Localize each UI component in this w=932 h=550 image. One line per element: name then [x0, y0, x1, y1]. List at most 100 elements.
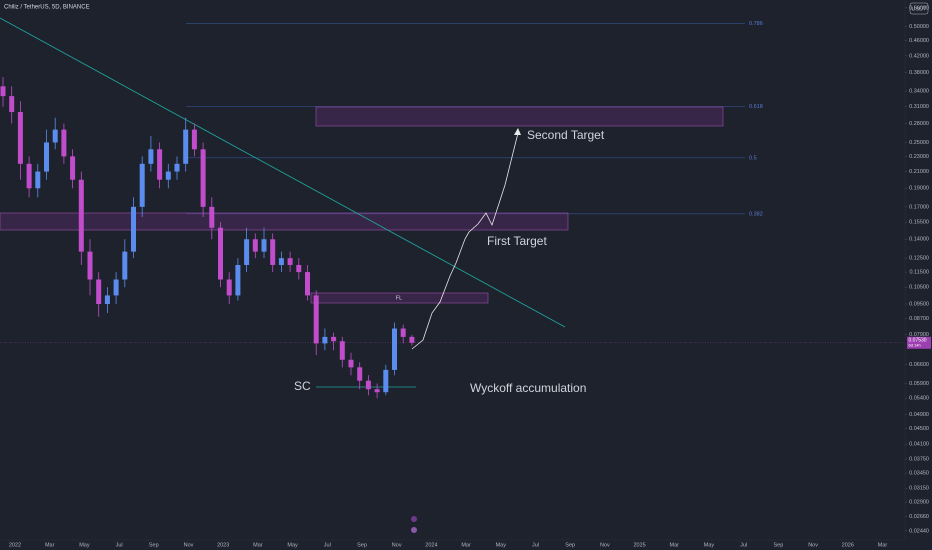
- y-tick-label: 0.56000: [909, 5, 929, 11]
- fib-level-label: 0.786: [749, 21, 763, 27]
- y-tick-label: 0.05900: [909, 381, 929, 387]
- candle-body: [35, 171, 41, 189]
- candle-body: [9, 96, 15, 113]
- y-tick-label: 0.15500: [909, 220, 929, 226]
- x-tick-label: Mar: [878, 542, 888, 548]
- candle-body: [348, 359, 354, 368]
- candle-body: [157, 149, 163, 180]
- candle-body: [226, 279, 232, 296]
- candle-body: [392, 328, 397, 370]
- candle-body: [278, 258, 284, 265]
- y-tick-label: 0.04900: [909, 412, 929, 418]
- x-tick-label: 2023: [217, 542, 229, 548]
- candle-body: [131, 206, 136, 252]
- currency-label[interactable]: USDT: [912, 6, 928, 12]
- y-tick-label: 0.21000: [909, 169, 929, 175]
- candle-body: [78, 179, 84, 252]
- candle-body: [0, 86, 6, 97]
- y-tick-label: 0.17000: [909, 204, 929, 210]
- candle-body: [287, 258, 293, 265]
- candles: [0, 77, 415, 399]
- x-tick-label: Nov: [184, 542, 194, 548]
- y-tick-label: 0.03750: [909, 457, 929, 463]
- candle-body: [235, 264, 241, 296]
- candle-body: [296, 264, 302, 273]
- last-price-label: 0.07530: [909, 338, 927, 344]
- candle-body: [191, 129, 197, 150]
- candle-body: [174, 163, 180, 172]
- candle-body: [113, 279, 119, 296]
- y-tick-label: 0.11500: [910, 270, 929, 276]
- y-tick-label: 0.04100: [909, 442, 929, 448]
- x-tick-label: Mar: [461, 542, 471, 548]
- x-tick-label: Mar: [45, 542, 55, 548]
- countdown-label: 6d 14h: [909, 343, 921, 348]
- event-icon[interactable]: [411, 527, 417, 533]
- x-tick-label: Jul: [532, 542, 539, 548]
- candle-body: [218, 227, 223, 280]
- x-tick-label: May: [79, 542, 90, 548]
- x-tick-label: Nov: [600, 542, 610, 548]
- candle-body: [357, 367, 363, 381]
- y-tick-label: 0.50000: [909, 24, 929, 30]
- first-target-label: First Target: [487, 234, 547, 248]
- candle-body: [61, 129, 67, 157]
- candle-body: [322, 336, 328, 344]
- x-tick-label: May: [287, 542, 298, 548]
- fib-level-label: 0.618: [749, 104, 763, 110]
- x-tick-label: Mar: [670, 542, 680, 548]
- y-tick-label: 0.03150: [909, 486, 929, 492]
- candle-body: [209, 206, 215, 228]
- y-tick-label: 0.34000: [909, 89, 929, 95]
- y-tick-label: 0.06600: [909, 362, 929, 368]
- x-tick-label: May: [704, 542, 715, 548]
- wyckoff-label: Wyckoff accumulation: [470, 381, 586, 395]
- y-tick-label: 0.02440: [909, 528, 929, 534]
- candle-body: [374, 389, 380, 393]
- x-tick-label: 2026: [842, 542, 854, 548]
- currency-box[interactable]: [909, 2, 929, 15]
- x-tick-label: 2025: [633, 542, 645, 548]
- x-tick-label: 2024: [425, 542, 437, 548]
- candle-body: [26, 163, 32, 189]
- candle-body: [409, 336, 415, 343]
- candle-body: [252, 239, 258, 252]
- candle-body: [305, 272, 310, 296]
- y-tick-label: 0.46000: [909, 38, 929, 44]
- candle-body: [139, 163, 145, 207]
- axis-labels: 0.56000 0.50000 0.46000 0.42000 0.38000 0.340…: [9, 5, 931, 548]
- candle-body: [44, 142, 49, 172]
- y-tick-label: 0.08700: [909, 316, 929, 322]
- candle-body: [400, 328, 406, 337]
- y-tick-label: 0.38000: [909, 70, 929, 76]
- y-tick-label: 0.05400: [909, 396, 929, 402]
- y-tick-label: 0.02660: [909, 514, 929, 520]
- candle-body: [96, 279, 102, 304]
- trend-line: [0, 17, 566, 328]
- x-tick-label: Sep: [774, 542, 784, 548]
- y-tick-label: 0.23000: [909, 154, 929, 160]
- grid: 0.786 0.618 0.5 0.382: [0, 21, 905, 344]
- sc-label: SC: [294, 379, 311, 393]
- candle-body: [339, 341, 345, 360]
- y-tick-label: 0.10500: [909, 285, 929, 291]
- candle-body: [183, 129, 189, 164]
- y-tick-label: 0.09500: [909, 301, 929, 307]
- projection-path: [411, 132, 519, 350]
- fib-level-label: 0.382: [749, 211, 763, 217]
- fib-level-label: 0.5: [749, 155, 757, 161]
- candle-body: [313, 295, 319, 344]
- candle-body: [52, 129, 58, 143]
- candle-body: [244, 239, 250, 265]
- x-tick-label: Jul: [116, 542, 123, 548]
- candle-body: [17, 112, 23, 164]
- second-target-label: Second Target: [527, 128, 605, 142]
- fl-label: FL: [396, 295, 402, 301]
- event-icon[interactable]: [411, 516, 417, 522]
- y-tick-label: 0.42000: [909, 53, 929, 59]
- first-target-zone: [0, 212, 569, 231]
- x-tick-label: May: [496, 542, 507, 548]
- x-tick-label: Sep: [149, 542, 159, 548]
